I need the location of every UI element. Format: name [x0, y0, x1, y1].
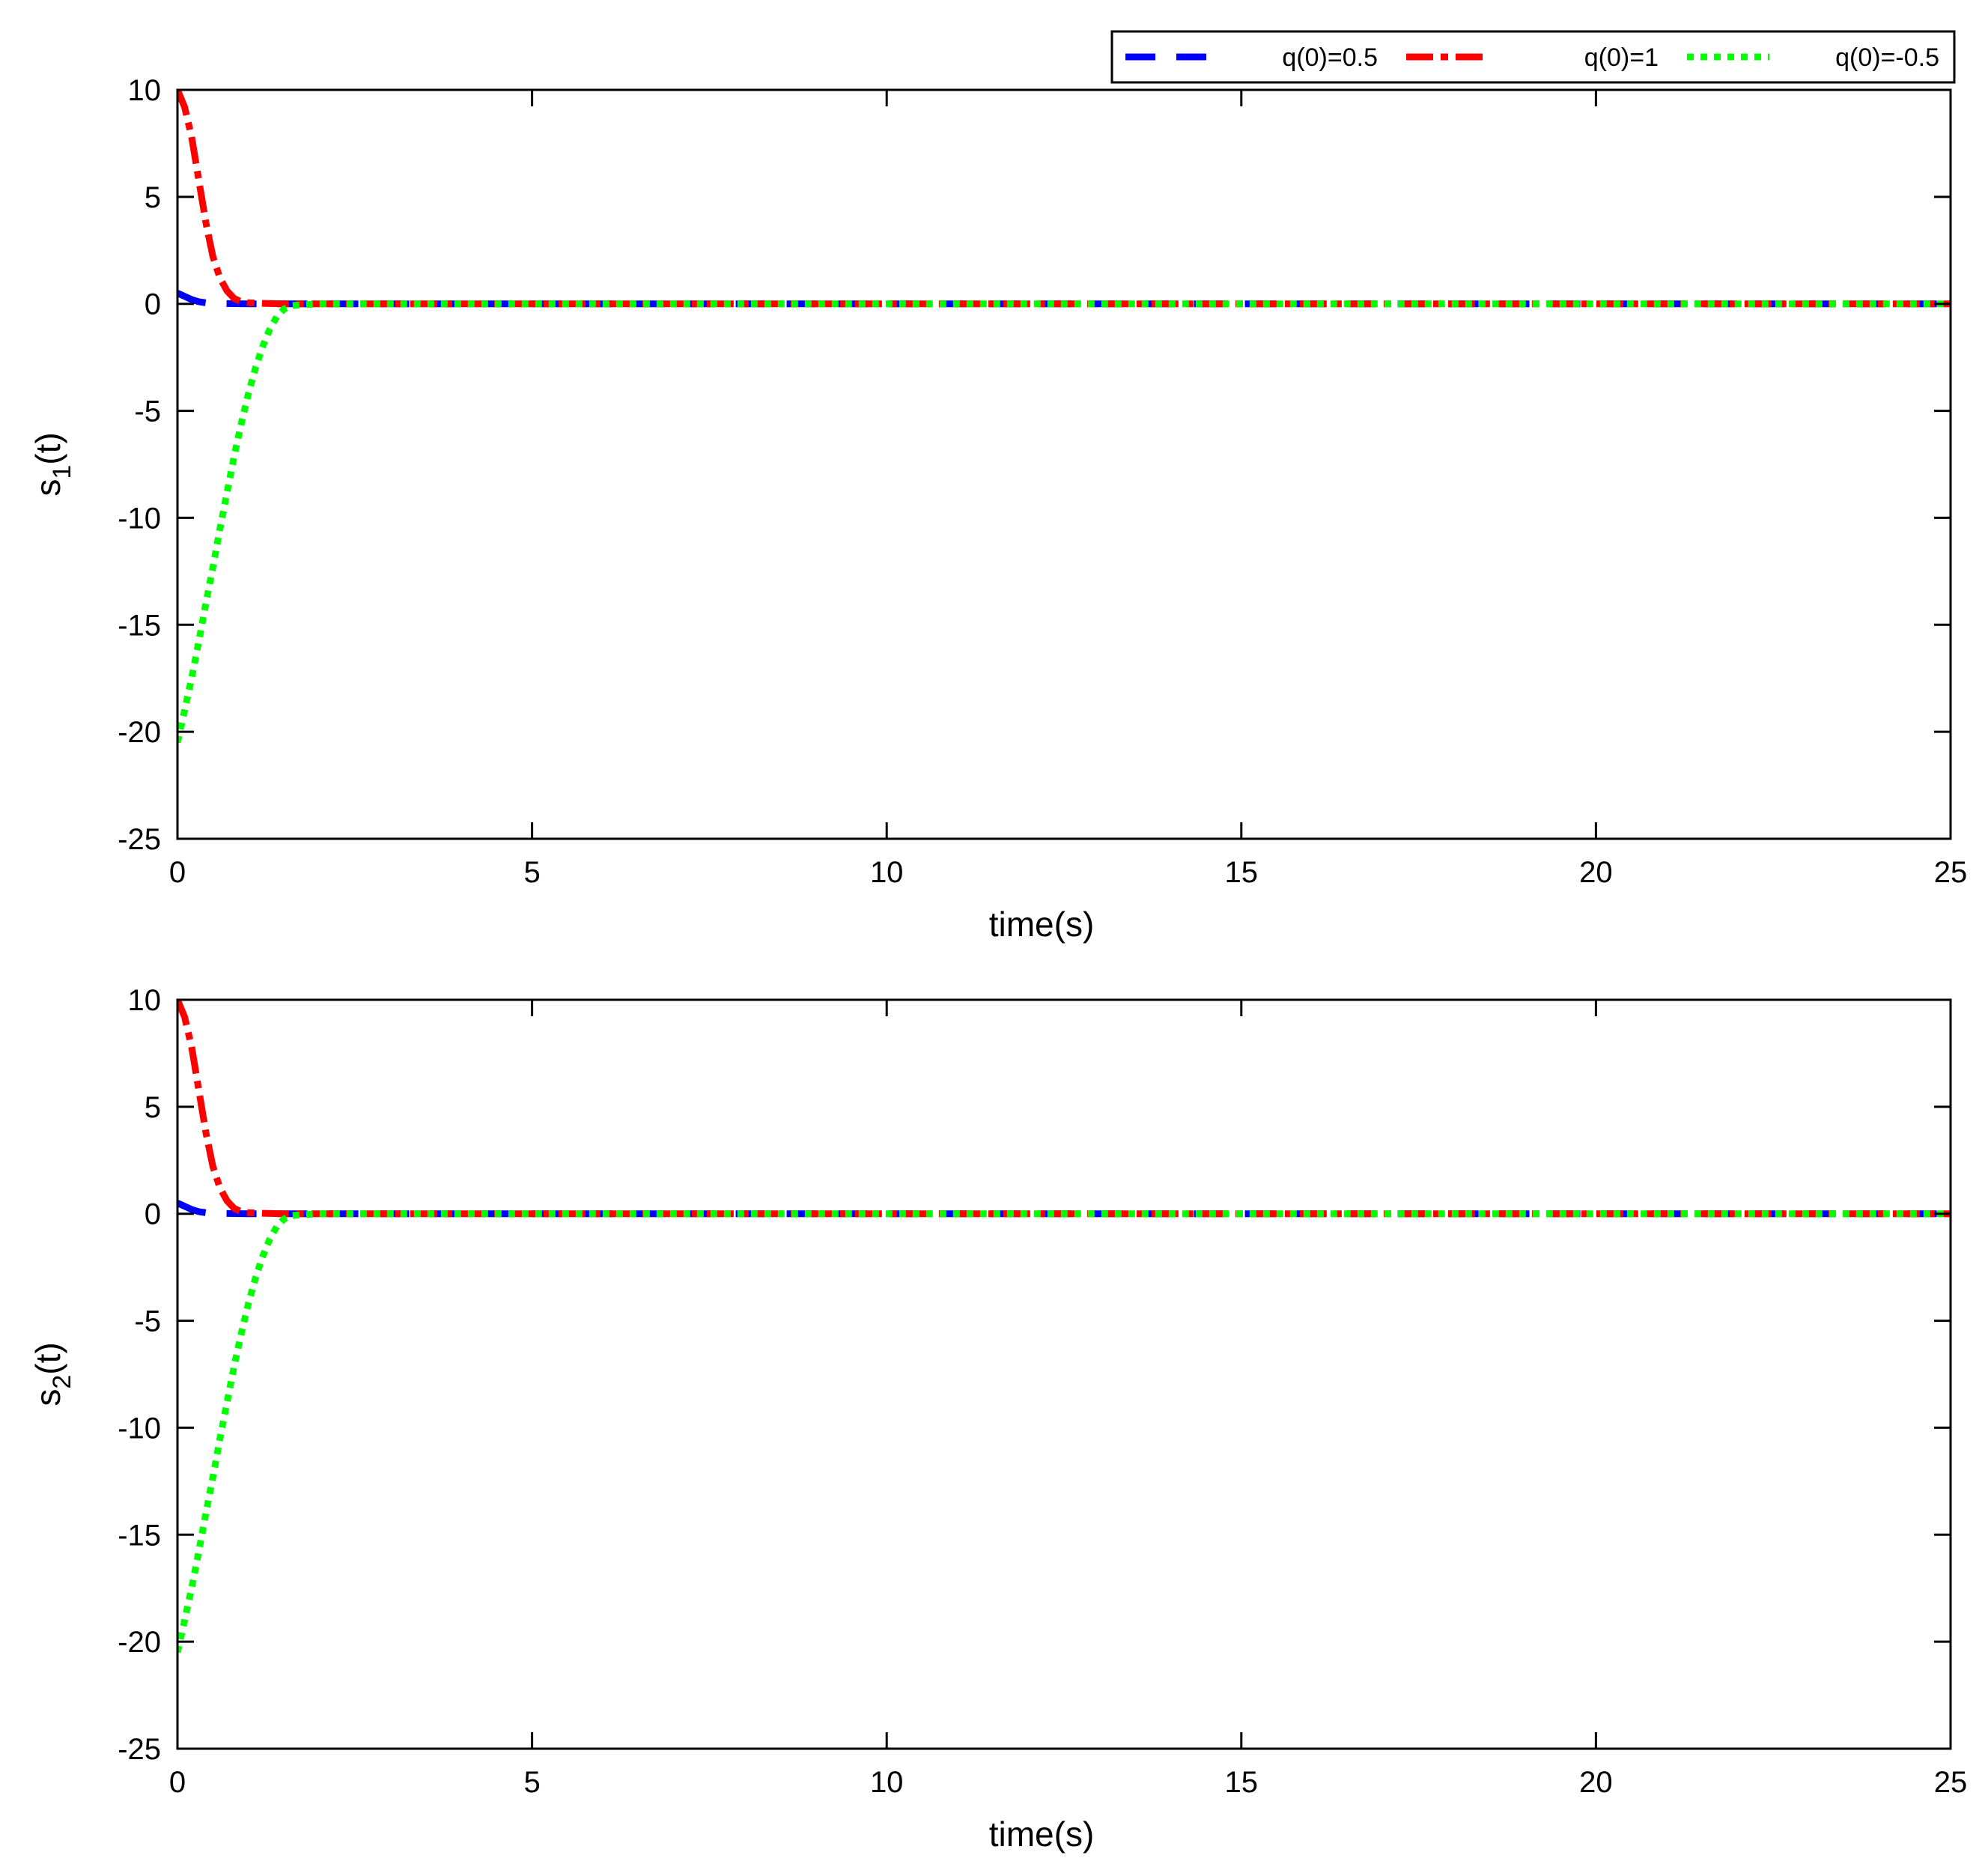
legend-label-2: q(0)=1 — [1584, 43, 1659, 72]
y-axis-label: s2(t) — [28, 1342, 76, 1406]
y-tick-label: -20 — [118, 1626, 161, 1659]
y-tick-label: -25 — [118, 1733, 161, 1766]
legend-label-1: q(0)=0.5 — [1282, 43, 1378, 72]
x-tick-label: 5 — [523, 856, 540, 889]
y-tick-label: 10 — [128, 74, 162, 107]
y-tick-label: -15 — [118, 1519, 161, 1552]
y-tick-label: 10 — [128, 984, 162, 1017]
series-group — [177, 88, 1951, 744]
x-tick-label: 15 — [1225, 856, 1259, 889]
y-tick-label: 5 — [145, 1091, 161, 1124]
y-tick-label: 0 — [145, 1198, 161, 1231]
x-tick-label: 0 — [169, 1766, 186, 1799]
x-tick-label: 10 — [870, 1766, 904, 1799]
subplot-s2: 0 5 10 15 20 25 10 5 0 -5 -10 -15 -20 -25 time(s) s2(t) — [28, 984, 1967, 1854]
x-axis-label: time(s) — [989, 1815, 1095, 1854]
x-tick-label: 20 — [1579, 856, 1613, 889]
axes-frame — [176, 998, 1952, 1750]
y-tick-label: -5 — [134, 395, 161, 428]
series-line-3 — [177, 300, 1951, 744]
y-tick-label: 0 — [145, 288, 161, 321]
legend: q(0)=0.5 q(0)=1 q(0)=-0.5 — [1110, 30, 1956, 84]
subplot-s1: 0 5 10 15 20 25 10 5 0 -5 -10 -15 -20 -25 time(s) s1(t) — [28, 74, 1967, 944]
y-tick-label: -10 — [118, 502, 161, 535]
legend-box — [1110, 30, 1956, 84]
series-line-2 — [177, 88, 1951, 308]
x-tick-label: 0 — [169, 856, 186, 889]
x-tick-label: 5 — [523, 1766, 540, 1799]
x-axis-label: time(s) — [989, 905, 1095, 944]
series-line-3 — [177, 1210, 1951, 1654]
y-tick-label: -15 — [118, 609, 161, 642]
x-tick-label: 20 — [1579, 1766, 1613, 1799]
x-tick-label: 10 — [870, 856, 904, 889]
y-tick-label: -5 — [134, 1305, 161, 1338]
y-tick-label: -10 — [118, 1412, 161, 1445]
y-axis-label: s1(t) — [28, 432, 76, 496]
series-line-2 — [177, 998, 1951, 1218]
y-tick-label: 5 — [145, 181, 161, 214]
x-tick-label: 25 — [1934, 856, 1968, 889]
legend-label-3: q(0)=-0.5 — [1835, 43, 1939, 72]
x-tick-label: 15 — [1225, 1766, 1259, 1799]
x-tick-label: 25 — [1934, 1766, 1968, 1799]
y-tick-label: -20 — [118, 716, 161, 749]
y-tick-label: -25 — [118, 823, 161, 856]
series-group — [177, 998, 1951, 1654]
axes-frame — [176, 88, 1952, 840]
